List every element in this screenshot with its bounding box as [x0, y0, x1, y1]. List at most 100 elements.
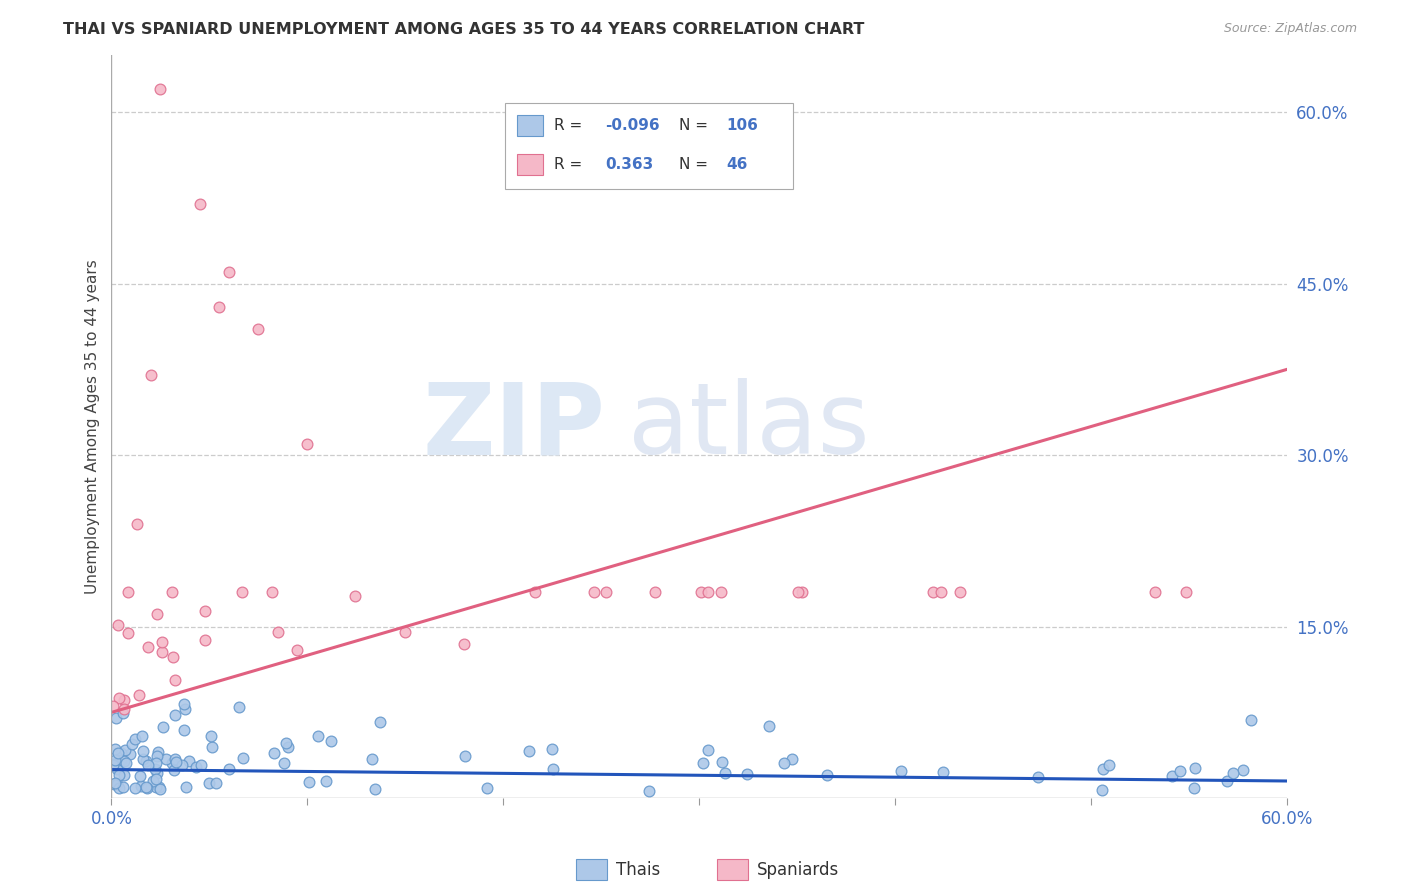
Point [112, 754, 135, 768]
Point [363, 781, 385, 796]
Point [1091, 783, 1114, 797]
Point [277, 739, 299, 754]
Point [931, 585, 953, 599]
Point [204, 776, 226, 790]
Point [1161, 769, 1184, 783]
Point [692, 756, 714, 770]
Point [315, 774, 337, 789]
Point [1174, 585, 1197, 599]
Point [307, 729, 329, 743]
Point [165, 752, 187, 766]
Text: Spaniards: Spaniards [756, 861, 838, 879]
Text: 106: 106 [725, 119, 758, 133]
Point [150, 635, 173, 649]
Point [696, 585, 718, 599]
Point [104, 757, 127, 772]
Point [145, 756, 167, 771]
Point [132, 751, 155, 765]
Point [368, 714, 391, 729]
Point [117, 585, 139, 599]
Point [105, 710, 128, 724]
Point [697, 742, 720, 756]
Point [104, 775, 127, 789]
Point [1091, 763, 1114, 777]
Point [112, 701, 135, 715]
Point [173, 698, 195, 712]
Point [644, 585, 666, 599]
Point [104, 742, 127, 756]
Point [150, 645, 173, 659]
Point [110, 753, 132, 767]
Point [453, 637, 475, 651]
Point [1216, 774, 1239, 789]
Point [208, 300, 231, 314]
Point [188, 196, 211, 211]
Point [105, 762, 128, 776]
Point [136, 640, 159, 654]
Point [132, 744, 155, 758]
Point [114, 743, 136, 757]
Point [344, 589, 367, 603]
Point [263, 746, 285, 760]
Point [155, 752, 177, 766]
Point [101, 757, 124, 772]
Point [582, 585, 605, 599]
Point [138, 758, 160, 772]
Point [125, 516, 148, 531]
Point [145, 772, 167, 786]
Point [124, 731, 146, 746]
Text: N =: N = [679, 157, 713, 172]
Point [690, 585, 713, 599]
Point [787, 585, 810, 599]
FancyBboxPatch shape [505, 103, 793, 189]
Point [321, 733, 343, 747]
Point [711, 755, 734, 769]
Point [714, 766, 737, 780]
Point [541, 742, 564, 756]
Point [273, 756, 295, 770]
Point [287, 642, 309, 657]
Text: R =: R = [554, 119, 588, 133]
Text: Thais: Thais [616, 861, 659, 879]
Point [792, 585, 814, 599]
Point [218, 762, 240, 776]
Point [135, 754, 157, 768]
Point [142, 774, 165, 789]
Point [218, 265, 240, 279]
Text: Source: ZipAtlas.com: Source: ZipAtlas.com [1223, 22, 1357, 36]
Point [262, 585, 284, 599]
Point [758, 719, 780, 733]
Point [111, 706, 134, 720]
Point [267, 625, 290, 640]
Point [162, 649, 184, 664]
Point [131, 729, 153, 743]
Point [163, 707, 186, 722]
Point [117, 626, 139, 640]
Point [174, 780, 197, 794]
Point [200, 729, 222, 743]
Text: R =: R = [554, 157, 588, 172]
Point [1184, 761, 1206, 775]
Text: THAI VS SPANIARD UNEMPLOYMENT AMONG AGES 35 TO 44 YEARS CORRELATION CHART: THAI VS SPANIARD UNEMPLOYMENT AMONG AGES… [63, 22, 865, 37]
Text: atlas: atlas [628, 378, 870, 475]
Point [104, 753, 127, 767]
Point [517, 744, 540, 758]
Point [454, 748, 477, 763]
Point [112, 768, 135, 782]
Point [710, 585, 733, 599]
Point [170, 758, 193, 772]
Point [174, 702, 197, 716]
Point [149, 82, 172, 96]
Point [135, 780, 157, 795]
Point [231, 585, 253, 599]
Point [297, 437, 319, 451]
Point [145, 780, 167, 794]
Point [108, 781, 131, 796]
Point [815, 768, 838, 782]
Point [120, 747, 142, 761]
Point [101, 699, 124, 714]
Point [146, 748, 169, 763]
Point [152, 720, 174, 734]
Point [198, 776, 221, 790]
Point [146, 746, 169, 760]
